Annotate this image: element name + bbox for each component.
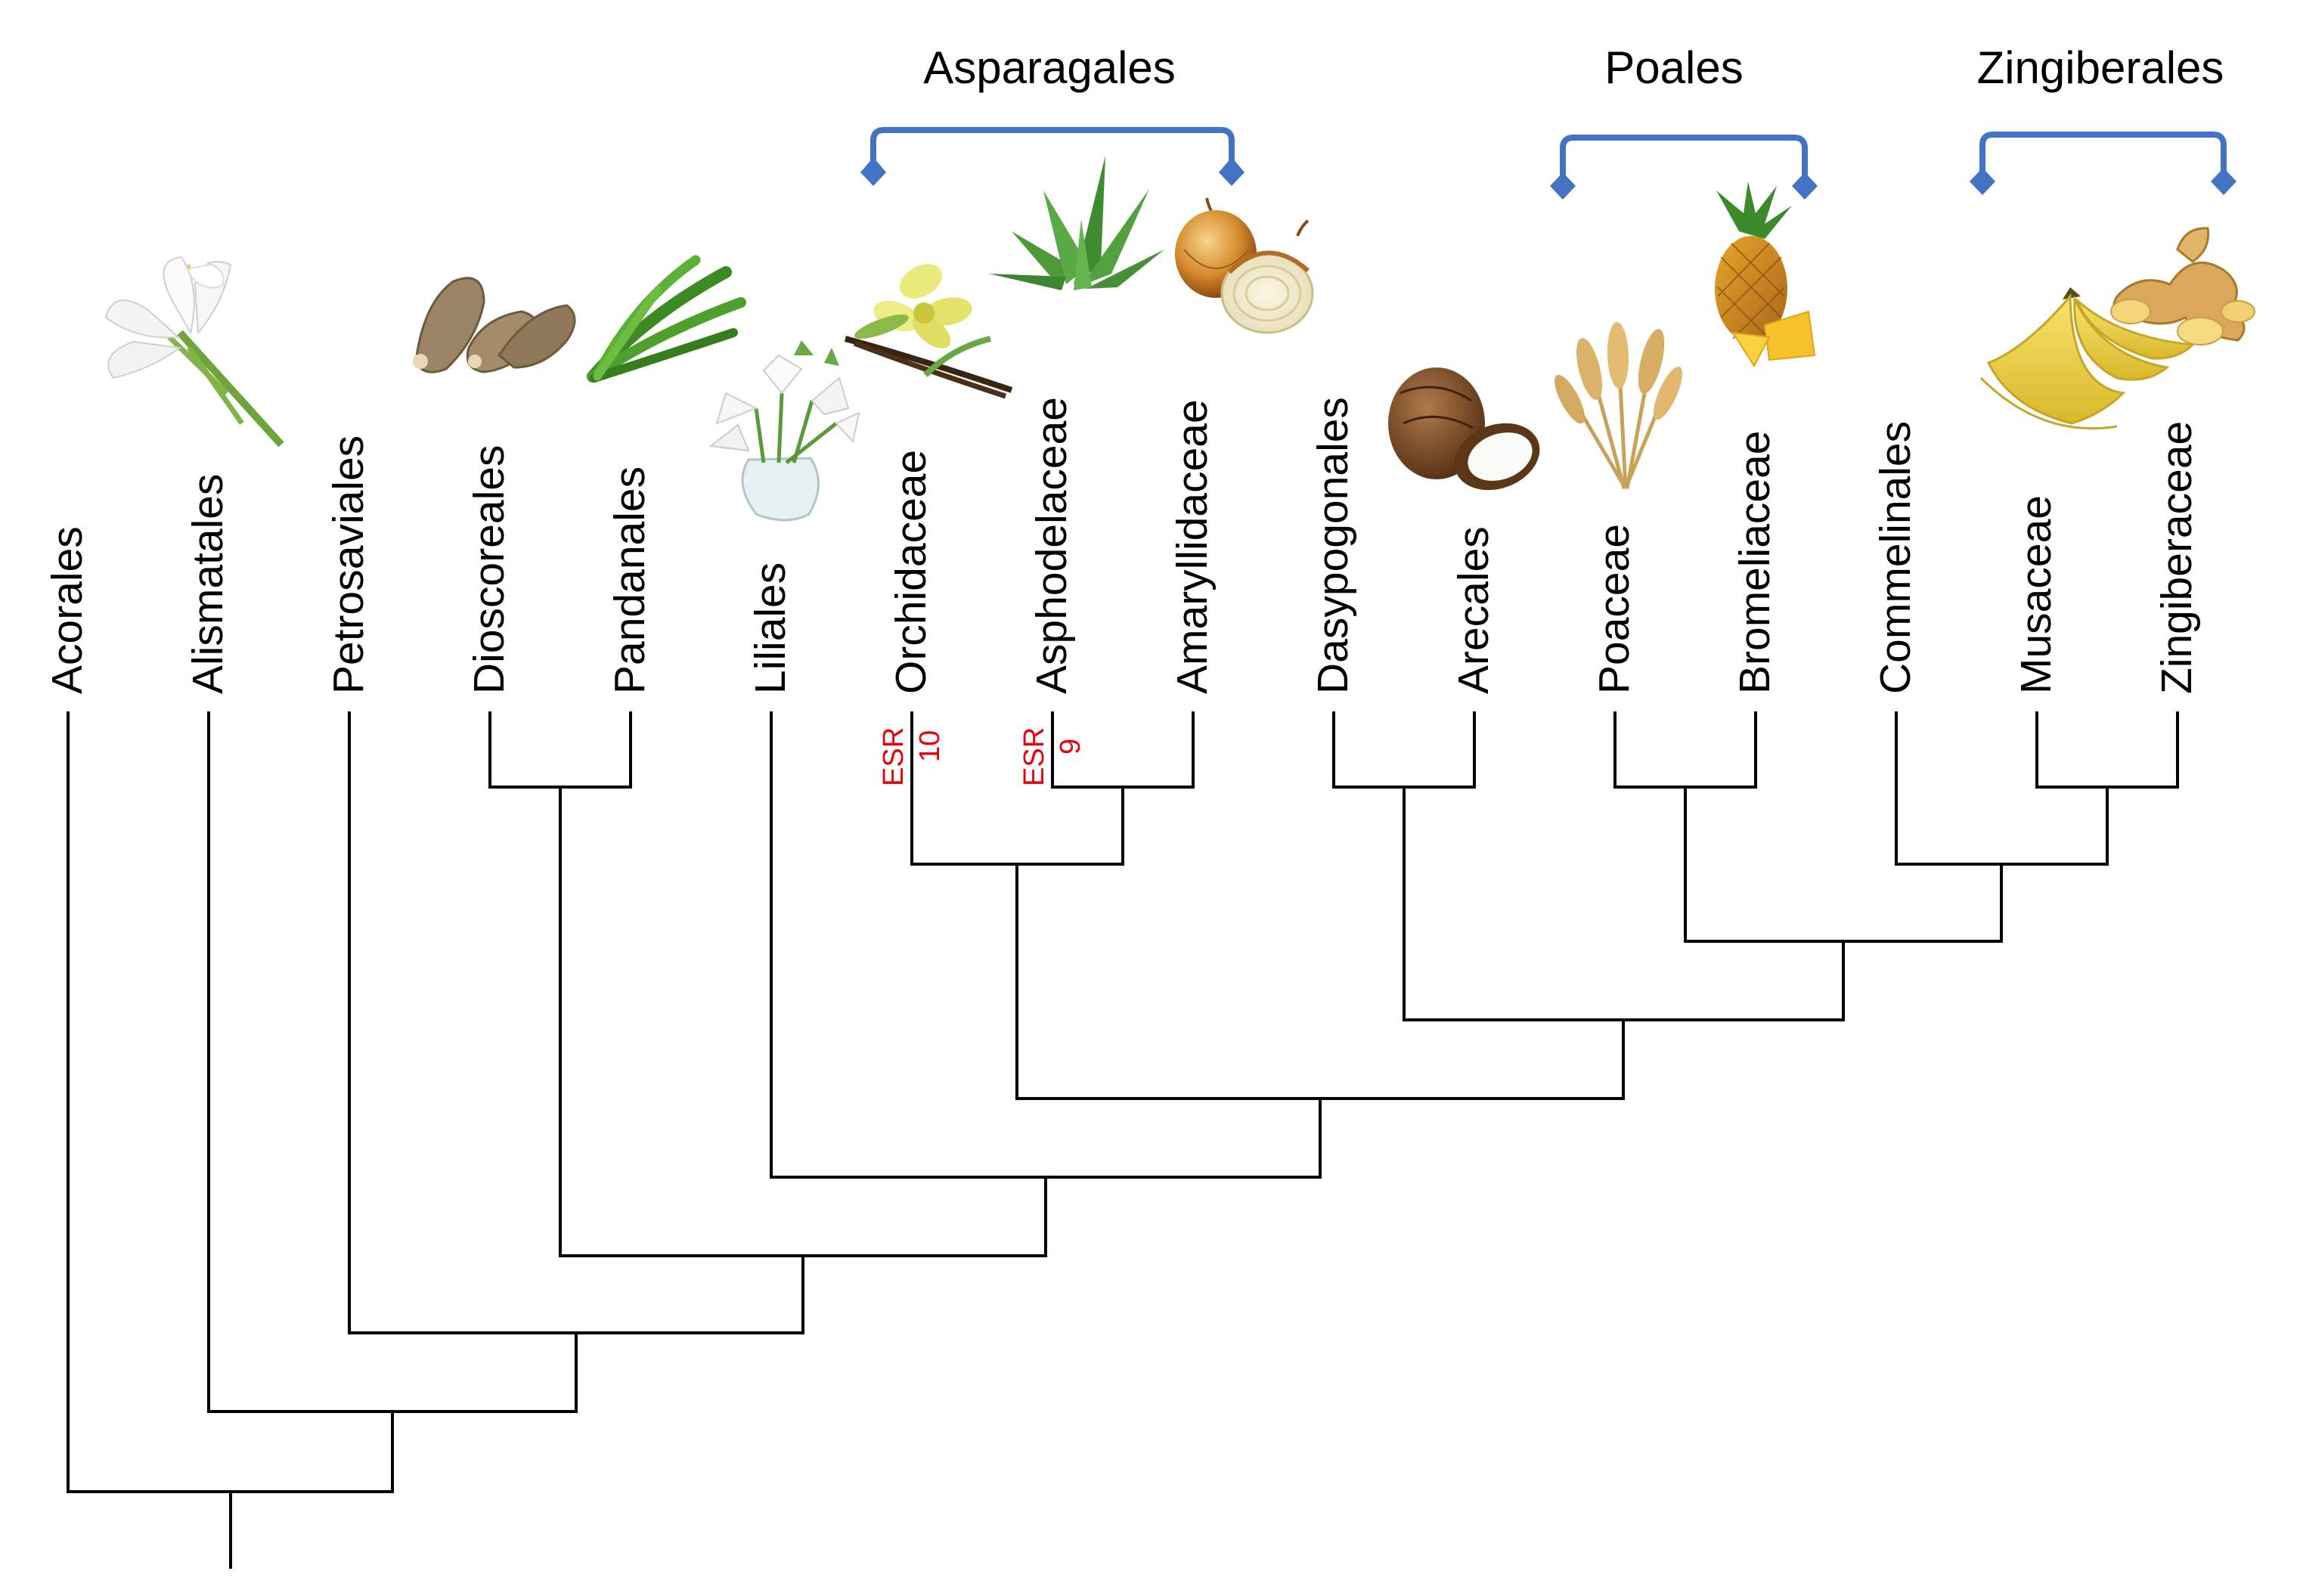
group-label-poales: Poales xyxy=(1604,42,1743,93)
bracket-asparagales xyxy=(870,127,1235,168)
taxon-label: Dioscoreales xyxy=(465,445,513,694)
node-dioscoreales-pandanales xyxy=(488,786,632,1257)
taxon-label: Asphodelaceae xyxy=(1028,397,1076,694)
esr-label: ESR xyxy=(878,727,910,786)
yam-icon xyxy=(413,277,576,373)
esr-number: 10 xyxy=(914,730,946,762)
node-dasypogonales-arecales xyxy=(1332,786,1476,1021)
taxon-label: Commelinales xyxy=(1871,421,1920,694)
taxon-label: Alismatales xyxy=(184,474,232,694)
bracket-zingiberales xyxy=(1979,132,2227,174)
bracket-end-marker xyxy=(1970,168,1995,195)
taxon-label: Zingiberaceae xyxy=(2153,421,2201,694)
node-asparagales xyxy=(910,863,1124,1100)
vanilla-orchid-icon xyxy=(844,264,1013,399)
node-dioscoreales-clade xyxy=(559,1254,1047,1334)
node-poales-commelinids xyxy=(1684,940,2003,1021)
node-root xyxy=(67,1490,394,1569)
wheat-icon xyxy=(1555,322,1682,490)
node-commelinales-zingiberales xyxy=(1895,863,2109,943)
node-commelinids xyxy=(1403,1018,1845,1100)
taxon-label: Orchidaceae xyxy=(887,450,935,694)
tree-branches xyxy=(67,711,2179,1569)
calla-lily-icon xyxy=(104,256,284,448)
bracket-end-marker xyxy=(2211,168,2236,195)
plant-pictures xyxy=(104,156,2255,522)
esr-label: ESR xyxy=(1018,727,1050,786)
bracket-end-marker xyxy=(1219,157,1245,186)
node-petrosaviales-clade xyxy=(348,1331,804,1413)
taxon-label: Acorales xyxy=(43,526,91,694)
group-label-asparagales: Asparagales xyxy=(923,42,1176,93)
pandan-leaves-icon xyxy=(587,255,746,383)
bracket-end-marker xyxy=(1792,172,1818,200)
coconut-icon xyxy=(1388,367,1540,491)
taxon-label: Liliales xyxy=(746,562,795,694)
esr-number: 9 xyxy=(1055,739,1086,755)
taxon-label: Pandanales xyxy=(606,466,654,694)
bracket-end-marker xyxy=(860,157,886,186)
taxon-labels: Acorales Alismatales Petrosaviales Diosc… xyxy=(43,397,2201,694)
bracket-end-marker xyxy=(1550,172,1576,200)
group-label-zingiberales: Zingiberales xyxy=(1977,42,2224,93)
taxon-label: Poaceae xyxy=(1590,524,1638,694)
lily-vase-icon xyxy=(708,340,860,522)
aloe-icon xyxy=(989,156,1164,290)
pineapple-icon xyxy=(1715,181,1816,367)
node-zingiberales xyxy=(2035,786,2179,866)
node-liliales-clade xyxy=(770,1176,1322,1257)
onion-icon xyxy=(1175,197,1314,334)
taxon-label: Dasypogonales xyxy=(1309,397,1357,694)
bracket-poales xyxy=(1560,135,1808,177)
node-alismatales-clade xyxy=(207,1410,578,1493)
esr-annotations: ESR 10 ESR 9 xyxy=(878,727,1086,786)
group-brackets: Asparagales Poales Zingiberales xyxy=(860,42,2236,200)
node-asphodelaceae-amaryllidaceae xyxy=(1051,786,1195,866)
node-asparagales-commelinids xyxy=(1015,1097,1625,1179)
taxon-label: Bromeliaceae xyxy=(1731,430,1779,694)
node-poales xyxy=(1613,786,1757,943)
ginger-icon xyxy=(2110,227,2255,346)
taxon-label: Arecales xyxy=(1449,526,1498,694)
banana-icon xyxy=(1979,287,2196,430)
taxon-label: Musaceae xyxy=(2012,495,2060,694)
taxon-label: Amaryllidaceae xyxy=(1168,399,1217,694)
taxon-label: Petrosaviales xyxy=(324,435,373,694)
